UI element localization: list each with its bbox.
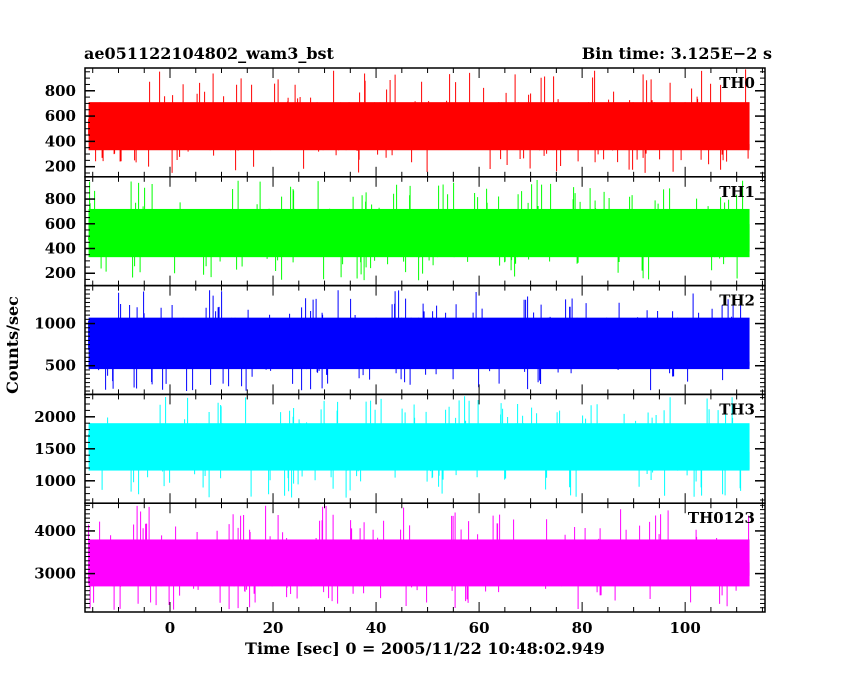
light-curve-core-th0 bbox=[88, 102, 750, 151]
x-tick-label: 40 bbox=[366, 619, 387, 637]
panel-th3: 1000 1500 2000 TH3 bbox=[34, 393, 766, 504]
y-tick-label: 4000 bbox=[34, 522, 76, 540]
series-label-th0123: TH0123 bbox=[688, 509, 755, 527]
y-tick-label: 400 bbox=[45, 240, 76, 258]
x-tick-label: 60 bbox=[469, 619, 490, 637]
y-tick-label: 500 bbox=[45, 357, 76, 375]
x-tick-label: 20 bbox=[263, 619, 284, 637]
y-tick-label: 600 bbox=[45, 107, 76, 125]
panel-th0: 200 400 600 800 TH0 bbox=[45, 67, 766, 178]
series-label-th1: TH1 bbox=[719, 183, 755, 201]
x-axis-label: Time [sec] 0 = 2005/11/22 10:48:02.949 bbox=[245, 639, 605, 658]
x-tick-label: 0 bbox=[165, 619, 175, 637]
y-tick-label: 600 bbox=[45, 215, 76, 233]
light-curve-core-th2 bbox=[88, 317, 750, 370]
y-tick-label: 3000 bbox=[34, 565, 76, 583]
panel-th2: 500 1000 TH2 bbox=[34, 284, 766, 396]
y-tick-label: 1500 bbox=[34, 440, 76, 458]
bin-time-label: Bin time: 3.125E−2 s bbox=[582, 44, 772, 63]
y-tick-label: 400 bbox=[45, 132, 76, 150]
y-tick-label: 800 bbox=[45, 190, 76, 208]
x-tick-label: 80 bbox=[572, 619, 593, 637]
panel-th1: 200 400 600 800 TH1 bbox=[45, 176, 766, 287]
series-label-th0: TH0 bbox=[719, 74, 755, 92]
x-tick-label: 100 bbox=[669, 619, 700, 637]
series-label-th3: TH3 bbox=[719, 400, 755, 418]
panel-frame bbox=[84, 502, 766, 613]
series-label-th2: TH2 bbox=[719, 292, 755, 310]
y-tick-label: 200 bbox=[45, 264, 76, 282]
y-tick-label: 800 bbox=[45, 82, 76, 100]
y-tick-label: 200 bbox=[45, 158, 76, 176]
y-tick-label: 2000 bbox=[34, 408, 76, 426]
y-tick-label: 1000 bbox=[34, 315, 76, 333]
panel-th0123: 3000 4000 TH0123 bbox=[34, 502, 766, 613]
y-tick-label: 1000 bbox=[34, 472, 76, 490]
light-curve-core-th0123 bbox=[88, 539, 750, 587]
y-axis-label: Counts/sec bbox=[3, 296, 22, 394]
light-curve-core-th3 bbox=[88, 423, 750, 471]
chart-title: ae051122104802_wam3_bst bbox=[84, 44, 335, 63]
light-curve-core-th1 bbox=[88, 208, 750, 258]
